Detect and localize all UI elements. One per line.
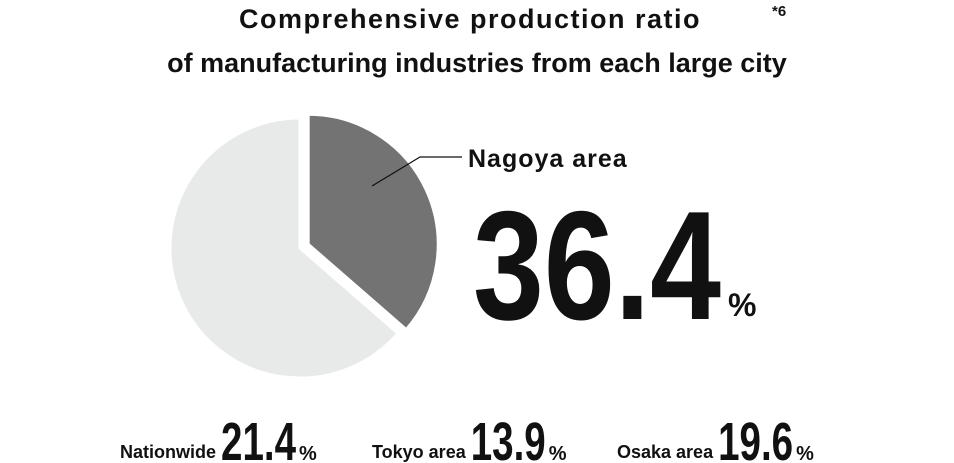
comparison-value: 13.9 xyxy=(471,412,546,463)
big-value: 36.4 xyxy=(473,179,721,352)
pie-slice xyxy=(306,112,440,332)
slice-label: Nagoya area xyxy=(468,145,628,173)
comparisons: Nationwide 21.4% Tokyo area 13.9% Osaka area… xyxy=(120,412,814,463)
chart-title: Comprehensive production ratio xyxy=(239,4,701,34)
comparison-label: Osaka area xyxy=(617,442,714,462)
comparison-value: 19.6 xyxy=(718,412,793,463)
title-note: *6 xyxy=(772,3,786,20)
comparison-label: Nationwide xyxy=(120,442,216,462)
comparison-unit: % xyxy=(549,443,567,463)
comparison-value: 21.4 xyxy=(221,412,296,463)
pie xyxy=(168,112,440,380)
chart-subtitle: of manufacturing industries from each la… xyxy=(167,48,787,78)
unit: % xyxy=(728,287,756,323)
comparison-label: Tokyo area xyxy=(372,442,467,462)
pie-slice xyxy=(168,116,401,380)
leader-line xyxy=(371,156,462,187)
comparison-unit: % xyxy=(796,443,814,463)
comparison-unit: % xyxy=(299,443,317,463)
